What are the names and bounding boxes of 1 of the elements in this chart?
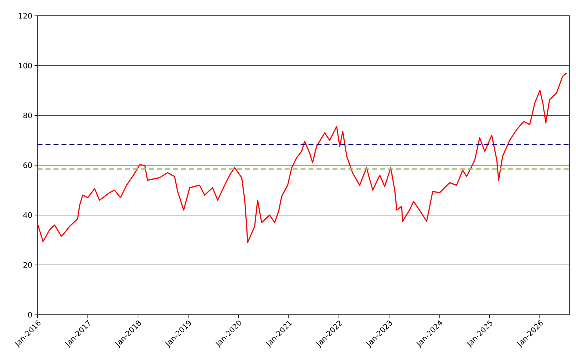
line-series xyxy=(37,72,568,244)
